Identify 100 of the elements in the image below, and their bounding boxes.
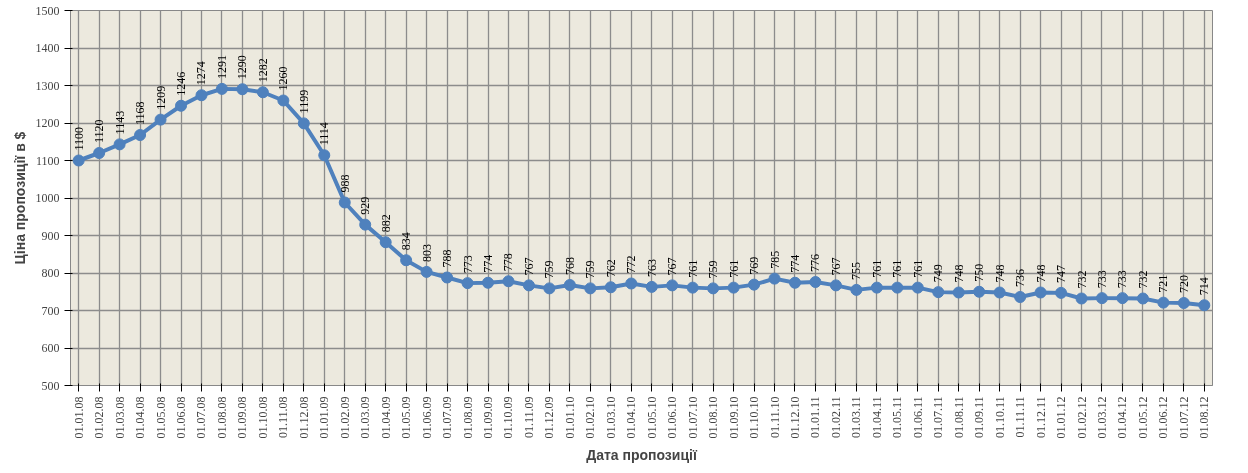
- x-tick-label: 01.09.09: [481, 396, 496, 439]
- point: [932, 286, 945, 299]
- data-label: 803: [419, 243, 434, 262]
- x-tick-label: 01.05.08: [153, 396, 168, 439]
- point: [727, 281, 740, 294]
- x-tick-label: 01.08.11: [951, 396, 966, 439]
- point: [891, 281, 904, 294]
- point: [645, 280, 658, 293]
- point: [1055, 286, 1068, 299]
- data-label: 1260: [276, 66, 291, 91]
- y-tick-label: 500: [41, 378, 60, 393]
- point: [850, 283, 863, 296]
- point: [1034, 286, 1047, 299]
- data-label: 774: [787, 254, 802, 273]
- point: [625, 277, 638, 290]
- x-tick-label: 01.05.09: [399, 396, 414, 439]
- point: [134, 129, 147, 141]
- data-label: 768: [562, 257, 577, 275]
- data-label: 767: [665, 257, 680, 276]
- point: [973, 285, 986, 298]
- data-label: 721: [1156, 274, 1171, 293]
- x-tick-label: 01.02.11: [828, 396, 843, 439]
- point: [1177, 297, 1190, 309]
- data-label: 772: [624, 255, 639, 274]
- point: [1014, 291, 1027, 303]
- point: [809, 276, 822, 288]
- data-label: 736: [1013, 269, 1028, 287]
- y-tick-label: 1100: [35, 153, 60, 168]
- point: [297, 117, 310, 130]
- data-label: 776: [808, 254, 823, 272]
- x-tick-label: 01.01.09: [317, 396, 332, 439]
- x-tick-label: 01.02.10: [583, 396, 598, 439]
- data-label: 1291: [214, 54, 229, 79]
- data-label: 750: [972, 263, 987, 282]
- x-tick-label: 01.07.10: [685, 396, 700, 439]
- data-label: 747: [1054, 264, 1069, 283]
- data-label: 759: [542, 260, 557, 279]
- data-label: 720: [1176, 275, 1191, 293]
- x-axis-title: Дата пропозиції: [586, 446, 698, 463]
- point: [338, 196, 351, 209]
- point: [318, 149, 331, 162]
- y-tick-label: 1500: [35, 3, 60, 18]
- point: [93, 147, 106, 159]
- x-tick-label: 01.12.11: [1033, 396, 1048, 439]
- x-tick-label: 01.03.12: [1094, 396, 1109, 439]
- x-tick-label: 01.06.10: [665, 396, 680, 439]
- point: [748, 278, 761, 291]
- x-tick-label: 01.07.08: [194, 396, 209, 439]
- x-tick-label: 01.07.12: [1176, 396, 1191, 439]
- data-label: 714: [1197, 277, 1212, 296]
- x-tick-label: 01.06.09: [419, 396, 434, 439]
- x-tick-label: 01.02.09: [337, 396, 352, 439]
- data-label: 732: [1135, 270, 1150, 289]
- point: [256, 86, 269, 99]
- x-tick-label: 01.05.12: [1135, 396, 1150, 439]
- x-tick-label: 01.08.10: [706, 396, 721, 439]
- data-label: 1120: [92, 119, 107, 143]
- data-label: 788: [440, 249, 455, 268]
- x-tick-label: 01.10.11: [992, 396, 1007, 439]
- data-label: 748: [1033, 264, 1048, 283]
- x-tick-label: 01.03.10: [603, 396, 618, 439]
- y-tick-label: 800: [41, 266, 60, 280]
- data-label: 988: [337, 174, 352, 193]
- x-tick-label: 01.03.08: [112, 396, 127, 439]
- y-axis-title: Ціна пропозиції в $: [11, 131, 28, 265]
- point: [113, 138, 126, 151]
- data-label: 733: [1094, 270, 1109, 289]
- data-label: 767: [521, 257, 536, 276]
- point: [1116, 292, 1129, 305]
- point: [400, 254, 413, 267]
- data-label: 929: [358, 196, 373, 215]
- point: [502, 275, 515, 288]
- point: [1075, 292, 1088, 305]
- x-tick-label: 01.04.11: [869, 396, 884, 439]
- x-tick-label: 01.07.09: [440, 396, 455, 439]
- x-tick-label: 01.12.08: [296, 396, 311, 439]
- x-tick-label: 01.12.10: [787, 396, 802, 439]
- data-label: 769: [747, 256, 762, 275]
- data-label: 759: [706, 260, 721, 279]
- x-tick-label: 01.08.09: [460, 396, 475, 439]
- y-tick-label: 1000: [35, 191, 60, 205]
- x-tick-label: 01.11.11: [1013, 396, 1028, 438]
- data-label: 761: [685, 259, 700, 278]
- point: [1136, 292, 1149, 305]
- x-tick-label: 01.06.08: [174, 396, 189, 439]
- data-label: 882: [378, 214, 393, 233]
- data-label: 748: [992, 264, 1007, 283]
- x-tick-label: 01.11.10: [767, 396, 782, 439]
- point: [666, 279, 679, 292]
- point: [72, 154, 85, 167]
- point: [482, 276, 495, 289]
- point: [829, 279, 842, 292]
- y-tick-label: 1400: [35, 41, 60, 55]
- x-tick-label: 01.06.12: [1156, 396, 1171, 439]
- point: [768, 272, 781, 285]
- data-label: 755: [849, 261, 864, 280]
- data-label: 1199: [296, 89, 311, 114]
- data-label: 761: [726, 259, 741, 278]
- point: [563, 279, 576, 291]
- point: [543, 282, 556, 295]
